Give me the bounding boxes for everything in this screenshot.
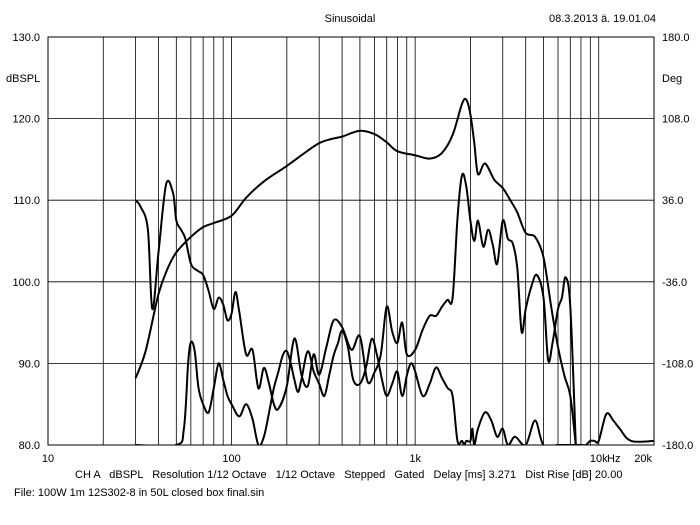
y2-axis-label: Deg (662, 73, 682, 85)
x-unit-label: Hz (607, 453, 620, 465)
y2-tick-label: -36.0 (662, 277, 687, 289)
y-tick-label: 110.0 (13, 195, 40, 207)
grid (48, 37, 654, 445)
x-axis-ticks: 10 100 1k 10k 20k (42, 453, 653, 465)
x-tick-label: 100 (222, 453, 240, 465)
measurement-settings: CH A dBSPL Resolution 1/12 Octave 1/12 O… (75, 469, 623, 481)
right-axis-ticks: -180.0 -108.0 -36.0 36.0 108.0 180.0 (662, 32, 693, 452)
x-tick-label: 10k (590, 453, 608, 465)
x-tick-label: 20k (634, 453, 652, 465)
y-tick-label: 100.0 (12, 277, 40, 289)
chart-title: Sinusoidal (325, 13, 376, 25)
timestamp: 08.3.2013 ä. 19.01.04 (549, 13, 656, 25)
y-tick-label: 80.0 (19, 440, 40, 452)
distortion-curve (135, 329, 654, 445)
y2-tick-label: -108.0 (662, 358, 693, 370)
plot-area (47, 36, 655, 446)
y-axis-label: dBSPL (6, 73, 40, 85)
y2-tick-label: 108.0 (662, 114, 690, 126)
curves (134, 97, 654, 445)
file-name: File: 100W 1m 12S302-8 in 50L closed box… (14, 487, 265, 499)
y-tick-label: 120.0 (12, 114, 40, 126)
x-tick-label: 10 (42, 453, 54, 465)
y-tick-label: 90.0 (19, 358, 40, 370)
left-axis-ticks: 80.0 90.0 100.0 110.0 120.0 130.0 (12, 32, 40, 452)
phase-curve (134, 172, 577, 445)
spl-curve (134, 97, 577, 445)
y2-tick-label: -180.0 (662, 440, 693, 452)
y2-tick-label: 180.0 (662, 32, 690, 44)
y-tick-label: 130.0 (12, 32, 40, 44)
y2-tick-label: 36.0 (662, 195, 683, 207)
x-tick-label: 1k (409, 453, 421, 465)
